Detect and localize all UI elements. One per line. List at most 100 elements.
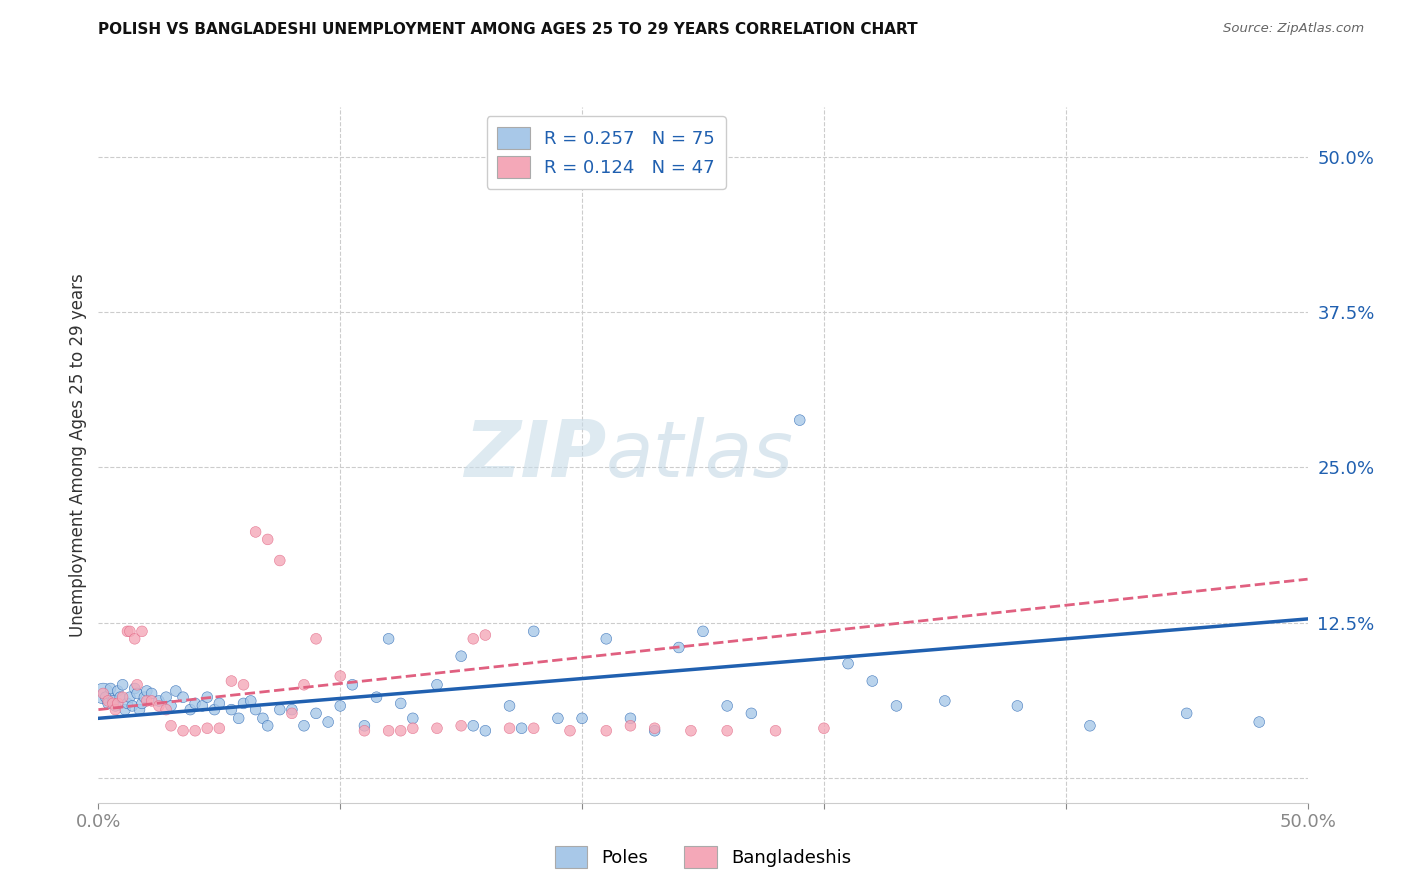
- Point: [366, 690, 388, 705]
- Point: [292, 719, 315, 733]
- Point: [305, 706, 328, 721]
- Point: [256, 719, 278, 733]
- Point: [571, 711, 593, 725]
- Text: atlas: atlas: [606, 417, 794, 493]
- Point: [305, 632, 328, 646]
- Point: [131, 697, 153, 711]
- Point: [402, 721, 425, 735]
- Point: [195, 721, 218, 735]
- Point: [389, 723, 412, 738]
- Point: [281, 703, 304, 717]
- Point: [104, 703, 127, 717]
- Point: [740, 706, 762, 721]
- Point: [118, 690, 141, 705]
- Point: [716, 698, 738, 713]
- Point: [450, 719, 472, 733]
- Point: [208, 697, 231, 711]
- Point: [114, 703, 136, 717]
- Point: [117, 624, 139, 639]
- Point: [498, 721, 520, 735]
- Point: [342, 678, 364, 692]
- Point: [131, 624, 153, 639]
- Point: [813, 721, 835, 735]
- Point: [101, 694, 124, 708]
- Point: [595, 632, 617, 646]
- Point: [239, 694, 262, 708]
- Point: [179, 703, 201, 717]
- Point: [191, 698, 214, 713]
- Point: [221, 703, 243, 717]
- Point: [679, 723, 702, 738]
- Text: Source: ZipAtlas.com: Source: ZipAtlas.com: [1223, 22, 1364, 36]
- Point: [221, 674, 243, 689]
- Point: [172, 723, 194, 738]
- Point: [353, 719, 375, 733]
- Point: [141, 686, 163, 700]
- Point: [426, 721, 449, 735]
- Point: [148, 698, 170, 713]
- Point: [148, 694, 170, 708]
- Point: [111, 678, 134, 692]
- Point: [118, 624, 141, 639]
- Point: [232, 678, 254, 692]
- Point: [595, 723, 617, 738]
- Point: [860, 674, 883, 689]
- Point: [104, 698, 127, 713]
- Point: [135, 694, 157, 708]
- Point: [121, 698, 143, 713]
- Point: [204, 703, 226, 717]
- Point: [523, 721, 546, 735]
- Point: [252, 711, 274, 725]
- Point: [668, 640, 690, 655]
- Point: [837, 657, 859, 671]
- Point: [316, 714, 339, 729]
- Point: [245, 703, 267, 717]
- Text: POLISH VS BANGLADESHI UNEMPLOYMENT AMONG AGES 25 TO 29 YEARS CORRELATION CHART: POLISH VS BANGLADESHI UNEMPLOYMENT AMONG…: [98, 22, 918, 37]
- Text: ZIP: ZIP: [464, 417, 606, 493]
- Point: [463, 719, 485, 733]
- Point: [128, 703, 150, 717]
- Point: [474, 628, 496, 642]
- Point: [269, 553, 291, 567]
- Point: [402, 711, 425, 725]
- Point: [377, 632, 399, 646]
- Point: [172, 690, 194, 705]
- Point: [692, 624, 714, 639]
- Point: [127, 678, 149, 692]
- Point: [195, 690, 218, 705]
- Point: [94, 690, 117, 705]
- Point: [91, 686, 114, 700]
- Point: [135, 684, 157, 698]
- Point: [450, 649, 472, 664]
- Point: [389, 697, 412, 711]
- Point: [463, 632, 485, 646]
- Point: [184, 697, 207, 711]
- Point: [134, 690, 156, 705]
- Point: [547, 711, 569, 725]
- Point: [1007, 698, 1029, 713]
- Point: [245, 524, 267, 539]
- Point: [155, 690, 177, 705]
- Point: [256, 533, 278, 547]
- Point: [269, 703, 291, 717]
- Point: [100, 681, 122, 696]
- Point: [107, 697, 129, 711]
- Point: [155, 703, 177, 717]
- Point: [934, 694, 956, 708]
- Point: [329, 669, 352, 683]
- Point: [510, 721, 533, 735]
- Point: [498, 698, 520, 713]
- Point: [644, 721, 666, 735]
- Point: [124, 681, 146, 696]
- Point: [644, 723, 666, 738]
- Point: [141, 694, 163, 708]
- Point: [329, 698, 352, 713]
- Point: [97, 694, 120, 708]
- Point: [160, 719, 183, 733]
- Point: [558, 723, 581, 738]
- Point: [232, 697, 254, 711]
- Point: [1078, 719, 1101, 733]
- Point: [377, 723, 399, 738]
- Point: [228, 711, 250, 725]
- Point: [107, 684, 129, 698]
